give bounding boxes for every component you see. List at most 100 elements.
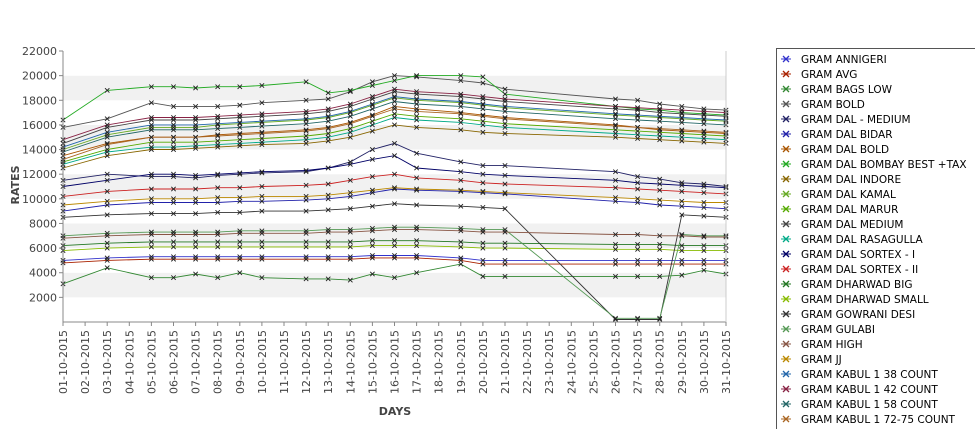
data-point bbox=[170, 211, 177, 217]
series-5 bbox=[60, 186, 729, 214]
data-point bbox=[303, 182, 309, 188]
data-point bbox=[347, 229, 353, 235]
data-point bbox=[170, 127, 177, 133]
data-point bbox=[369, 113, 375, 119]
data-point bbox=[635, 199, 641, 206]
legend-box bbox=[776, 48, 975, 429]
data-point bbox=[303, 244, 309, 250]
data-point bbox=[679, 261, 685, 267]
data-point bbox=[259, 82, 265, 89]
data-point bbox=[193, 196, 199, 202]
data-point bbox=[104, 233, 110, 239]
data-point bbox=[391, 238, 398, 244]
legend-marker bbox=[782, 85, 790, 93]
data-point bbox=[325, 229, 331, 235]
data-point bbox=[259, 244, 265, 250]
data-point bbox=[679, 233, 685, 239]
data-point bbox=[193, 122, 199, 128]
data-point bbox=[679, 131, 685, 137]
legend-label: GRAM DAL RASAGULLA bbox=[801, 234, 924, 246]
data-point bbox=[458, 116, 464, 122]
data-point bbox=[369, 255, 375, 261]
data-point bbox=[612, 169, 619, 175]
legend-item: GRAM DAL BOLD bbox=[781, 144, 889, 156]
data-point bbox=[170, 103, 177, 109]
data-point bbox=[657, 110, 663, 116]
y-tick-label: 4000 bbox=[29, 267, 57, 280]
legend-label: GRAM GULABI bbox=[801, 324, 875, 336]
data-point bbox=[104, 177, 110, 183]
data-point bbox=[170, 134, 177, 140]
data-point bbox=[657, 113, 663, 119]
plot-area: 2000 4000 6000 8000 10000 12000 14000 16000 1800… bbox=[22, 45, 733, 394]
data-point bbox=[259, 275, 265, 281]
data-point bbox=[325, 118, 331, 124]
data-point bbox=[215, 195, 221, 201]
data-point bbox=[480, 240, 486, 246]
data-point bbox=[104, 122, 110, 128]
series-12 bbox=[60, 114, 729, 167]
data-point bbox=[502, 261, 508, 267]
data-point bbox=[148, 275, 154, 281]
data-point bbox=[458, 103, 464, 109]
data-point bbox=[303, 276, 309, 282]
x-tick-label: 04-10-2015 bbox=[123, 330, 136, 394]
data-point bbox=[391, 111, 398, 117]
x-tick-label: 22-10-2015 bbox=[521, 330, 534, 394]
legend-marker bbox=[782, 325, 790, 333]
x-tick-label: 06-10-2015 bbox=[168, 330, 181, 394]
data-point bbox=[414, 150, 420, 156]
legend-item: GRAM DAL INDORE bbox=[781, 174, 901, 186]
data-point bbox=[303, 97, 309, 103]
data-point bbox=[480, 245, 486, 251]
data-point bbox=[325, 196, 331, 202]
data-point bbox=[148, 186, 154, 192]
data-point bbox=[303, 128, 309, 134]
data-point bbox=[303, 256, 309, 262]
data-point bbox=[502, 121, 508, 127]
series-16 bbox=[60, 243, 729, 254]
data-point bbox=[480, 163, 486, 169]
data-point bbox=[414, 175, 420, 181]
data-point bbox=[170, 84, 177, 90]
data-point bbox=[170, 199, 177, 206]
data-point bbox=[502, 103, 508, 109]
data-point bbox=[369, 243, 375, 249]
data-point bbox=[701, 108, 707, 114]
data-point bbox=[701, 213, 707, 219]
data-point bbox=[612, 131, 619, 137]
data-point bbox=[657, 246, 663, 252]
data-point bbox=[347, 134, 353, 140]
data-point bbox=[215, 239, 221, 245]
legend-label: GRAM JJ bbox=[801, 354, 842, 366]
data-point bbox=[325, 90, 331, 96]
x-tick-label: 09-10-2015 bbox=[234, 330, 247, 394]
legend-item: GRAM GOWRANI DESI bbox=[781, 309, 915, 321]
data-point bbox=[701, 121, 707, 127]
data-point bbox=[104, 212, 110, 218]
legend-marker bbox=[782, 190, 790, 198]
data-point bbox=[679, 107, 685, 113]
x-tick-label: 07-10-2015 bbox=[190, 330, 203, 394]
data-point bbox=[325, 126, 331, 132]
legend-item: GRAM DAL RASAGULLA bbox=[781, 234, 924, 246]
data-point bbox=[148, 171, 154, 177]
data-point bbox=[502, 229, 508, 235]
data-point bbox=[635, 117, 641, 123]
data-point bbox=[193, 239, 199, 245]
data-point bbox=[347, 108, 353, 114]
data-point bbox=[237, 270, 243, 276]
data-point bbox=[635, 246, 641, 252]
data-point bbox=[193, 134, 199, 140]
data-point bbox=[369, 238, 375, 244]
legend-item: GRAM AVG bbox=[781, 69, 857, 81]
data-point bbox=[193, 172, 199, 178]
legend-item: GRAM KABUL 1 38 COUNT bbox=[781, 369, 938, 381]
data-point bbox=[635, 261, 641, 267]
data-point bbox=[414, 96, 420, 102]
data-point bbox=[259, 230, 265, 236]
data-point bbox=[414, 101, 420, 107]
legend-label: GRAM KABUL 1 58 COUNT bbox=[801, 399, 938, 411]
data-point bbox=[657, 101, 663, 107]
x-tick-label: 19-10-2015 bbox=[455, 330, 468, 394]
